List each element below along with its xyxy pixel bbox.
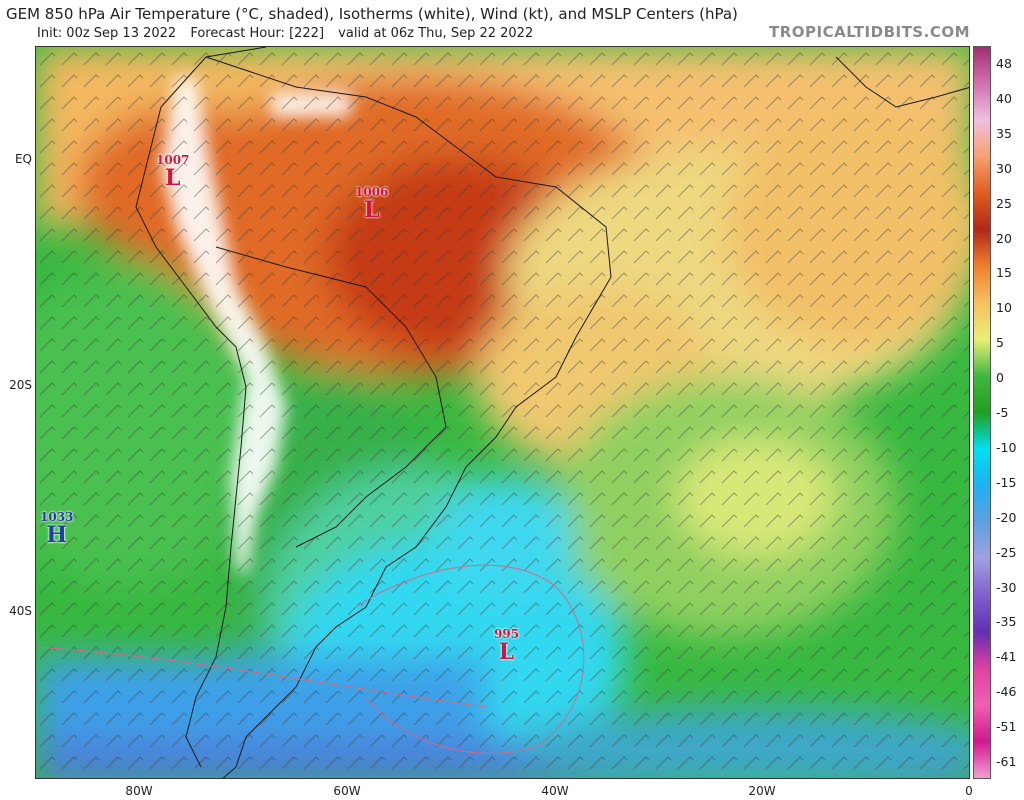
valid-time: valid at 06z Thu, Sep 22 2022 — [338, 26, 534, 41]
forecast-hour: Forecast Hour: [222] — [190, 26, 325, 41]
colorbar-tick-label: -35 — [996, 614, 1017, 630]
colorbar-tick-label: 20 — [996, 230, 1012, 246]
lon-label-0: 0 — [965, 784, 973, 798]
header: GEM 850 hPa Air Temperature (°C, shaded)… — [0, 0, 1024, 46]
colorbar-tick-label: 0 — [996, 370, 1004, 386]
colorbar-tick-label: 40 — [996, 90, 1012, 106]
colorbar-tick-label: 25 — [996, 195, 1012, 211]
lat-label-eq: EQ — [14, 152, 32, 166]
pressure-center-low: 995 L — [494, 627, 520, 665]
low-letter: L — [363, 197, 380, 223]
colorbar-tick-label: -25 — [996, 544, 1017, 560]
lon-label-60w: 60W — [333, 784, 361, 798]
low-letter: L — [164, 165, 181, 191]
colorbar-tick-label: -10 — [996, 439, 1017, 455]
colorbar-tick-label: -61 — [996, 754, 1017, 770]
pressure-value: 1033 — [40, 510, 74, 524]
lon-label-80w: 80W — [125, 784, 153, 798]
high-letter: H — [46, 522, 68, 548]
colorbar-tick-label: -5 — [996, 405, 1009, 421]
pressure-center-high: 1033 H — [40, 510, 74, 548]
colorbar-tick-label: -46 — [996, 684, 1017, 700]
colorbar-tick-label: 30 — [996, 160, 1012, 176]
pressure-value: 1007 — [156, 153, 190, 167]
lat-label-40s: 40S — [9, 604, 32, 618]
lon-label-40w: 40W — [541, 784, 569, 798]
temperature-colorbar — [973, 46, 991, 779]
colorbar-tick-label: 15 — [996, 265, 1012, 281]
map-area — [35, 46, 970, 779]
lon-label-20w: 20W — [748, 784, 776, 798]
init-time: Init: 00z Sep 13 2022 — [37, 26, 177, 41]
pressure-value: 995 — [494, 627, 520, 641]
chart-subtitle: Init: 00z Sep 13 2022 Forecast Hour: [22… — [37, 26, 543, 41]
pressure-center-low: 1006 L — [355, 185, 389, 223]
pressure-center-low: 1007 L — [156, 153, 190, 191]
brand-watermark: TROPICALTIDBITS.COM — [769, 23, 970, 41]
colorbar-tick-label: -51 — [996, 719, 1017, 735]
colorbar-tick-label: 35 — [996, 125, 1012, 141]
colorbar-tick-label: 10 — [996, 300, 1012, 316]
colorbar-tick-label: -41 — [996, 649, 1017, 665]
temperature-map — [36, 47, 969, 778]
colorbar-tick-label: -15 — [996, 474, 1017, 490]
colorbar-tick-label: 48 — [996, 56, 1012, 71]
lat-label-20s: 20S — [9, 378, 32, 392]
pressure-value: 1006 — [355, 185, 389, 199]
chart-title: GEM 850 hPa Air Temperature (°C, shaded)… — [6, 5, 738, 23]
colorbar-tick-label: -30 — [996, 579, 1017, 595]
low-letter: L — [498, 639, 515, 665]
colorbar-tick-label: 5 — [996, 335, 1004, 351]
colorbar-tick-label: -20 — [996, 509, 1017, 525]
